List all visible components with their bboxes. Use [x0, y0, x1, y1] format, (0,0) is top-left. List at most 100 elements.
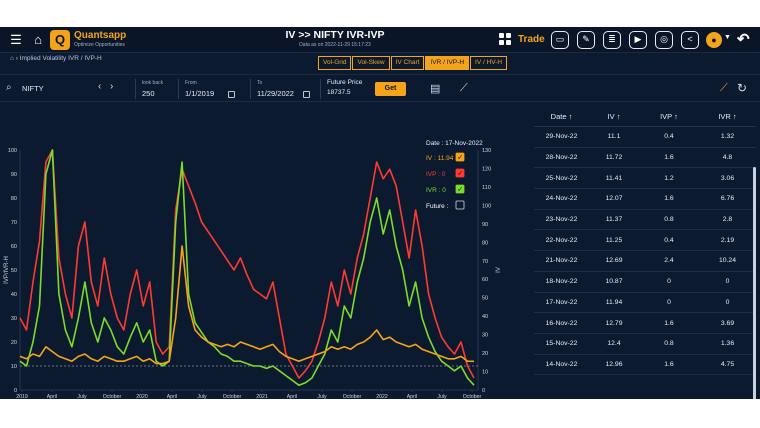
x-tick-label: July: [197, 394, 207, 399]
video-icon[interactable]: ▶: [629, 31, 647, 49]
legend-checkbox[interactable]: [455, 184, 465, 194]
table-cell: 11.1: [607, 133, 621, 141]
table-cell: 3.06: [720, 174, 735, 182]
y-left-tick-label: 100: [8, 148, 17, 154]
y-right-tick-label: 110: [482, 185, 491, 191]
chevron-right-icon[interactable]: ›: [110, 81, 114, 92]
user-avatar-icon[interactable]: ●: [706, 32, 722, 48]
tab-iv-chart[interactable]: IV Chart: [390, 56, 425, 70]
trade-grid-icon[interactable]: [499, 33, 512, 46]
table-row[interactable]: 24-Nov-22 12.07 1.6 6.76: [534, 189, 756, 210]
col-ivr-header[interactable]: IVR ↑: [718, 112, 737, 121]
calendar-icon[interactable]: [303, 91, 310, 98]
tab-vol-grid[interactable]: Vol-Grid: [318, 56, 352, 70]
scrollbar[interactable]: [753, 167, 756, 399]
table-cell: 0: [667, 298, 671, 306]
y-left-tick-label: 50: [11, 268, 17, 274]
table-row[interactable]: 17-Nov-22 11.94 0 0: [534, 293, 756, 314]
line-chart-icon[interactable]: ⟋: [460, 82, 468, 94]
table-row[interactable]: 28-Nov-22 11.72 1.6 4.8: [534, 148, 756, 169]
x-tick-label: April: [167, 394, 177, 399]
home-outline-icon[interactable]: ⌂: [10, 55, 16, 62]
back-arrow-icon[interactable]: ↶: [737, 31, 750, 48]
table-row[interactable]: 18-Nov-22 10.87 0 0: [534, 272, 756, 293]
table-row[interactable]: 25-Nov-22 11.41 1.2 3.06: [534, 168, 756, 190]
y-left-tick-label: 20: [11, 340, 17, 346]
legend-checkbox[interactable]: [455, 200, 465, 210]
tab-vol-skew[interactable]: Vol-Skew: [352, 56, 390, 70]
x-tick-label: April: [287, 394, 297, 399]
table-cell: 10.87: [605, 278, 623, 286]
bag-icon[interactable]: ◎: [655, 31, 673, 49]
divider: [178, 79, 179, 99]
table-row[interactable]: 29-Nov-22 11.1 0.4 1.32: [534, 127, 756, 148]
x-tick-label: April: [47, 394, 57, 399]
y-right-tick-label: 70: [482, 259, 488, 265]
refresh-icon[interactable]: ↻: [737, 81, 748, 95]
tab-bar: Vol-Grid Vol-Skew IV Chart IVR / IVP-H I…: [318, 56, 508, 70]
legend-label: IVP : 0: [426, 171, 446, 178]
table-cell: 14-Nov-22: [545, 360, 578, 368]
lookback-label: look back: [142, 80, 164, 86]
calendar-icon[interactable]: [228, 91, 235, 98]
table-cell: 0.4: [664, 133, 674, 141]
symbol-input[interactable]: NIFTY: [22, 84, 44, 93]
x-tick-label: October: [223, 394, 242, 399]
controls-bar: ⌕ NIFTY ‹ › look back 250 From 1/1/2019 …: [0, 74, 760, 102]
tab-iv-hv-h[interactable]: IV / HV-H: [470, 56, 508, 70]
table-cell: 24-Nov-22: [545, 195, 578, 203]
chart-toggle-icon[interactable]: ⟋: [720, 82, 728, 94]
table-cell: 17-Nov-22: [545, 298, 578, 306]
from-date-input[interactable]: 1/1/2019: [185, 89, 215, 98]
x-tick-label: 2020: [136, 394, 148, 399]
table-cell: 1.6: [664, 195, 674, 203]
divider: [320, 79, 321, 99]
table-chart-icon[interactable]: ▤: [430, 83, 441, 95]
to-date-input[interactable]: 11/29/2022: [257, 89, 294, 98]
chevron-left-icon[interactable]: ‹: [98, 81, 102, 92]
table-cell: 1.2: [664, 174, 674, 182]
table-cell: 1.6: [664, 319, 674, 327]
table-body: 29-Nov-22 11.1 0.4 1.32 28-Nov-22 11.72 1.6 4.8…: [534, 127, 756, 376]
share-icon[interactable]: <: [681, 31, 699, 49]
y-right-tick-label: 60: [482, 277, 488, 283]
y-right-tick-label: 30: [482, 333, 488, 339]
brand-logo: Q: [50, 30, 70, 50]
y-left-tick-label: 90: [11, 172, 17, 178]
table-cell: 11.25: [605, 236, 623, 244]
col-date-header[interactable]: Date ↑: [550, 112, 573, 121]
legend-checkbox[interactable]: [455, 168, 465, 178]
table-row[interactable]: 22-Nov-22 11.25 0.4 2.19: [534, 230, 756, 252]
table-row[interactable]: 15-Nov-22 12.4 0.8 1.36: [534, 334, 756, 355]
table-row[interactable]: 16-Nov-22 12.79 1.6 3.69: [534, 313, 756, 334]
hamburger-menu-icon[interactable]: ☰: [10, 32, 22, 47]
table-cell: 1.6: [664, 154, 674, 162]
trade-button[interactable]: Trade: [518, 34, 545, 45]
table-cell: 16-Nov-22: [545, 319, 578, 327]
lookback-input[interactable]: 250: [142, 89, 155, 98]
chevron-down-icon[interactable]: ▼: [724, 34, 731, 41]
divider: [250, 79, 251, 99]
table-row[interactable]: 23-Nov-22 11.37 0.8 2.8: [534, 210, 756, 231]
table-cell: 11.72: [605, 154, 623, 162]
home-icon[interactable]: ⌂: [34, 32, 42, 47]
breadcrumb-text[interactable]: › Implied Volatility IVR / IVP-H: [15, 55, 102, 62]
col-iv-header[interactable]: IV ↑: [607, 112, 621, 121]
get-button[interactable]: Get: [375, 82, 406, 96]
news-icon[interactable]: ≣: [603, 31, 621, 49]
table-cell: 2.19: [720, 236, 735, 244]
y-left-tick-label: 30: [11, 316, 17, 322]
table-cell: 0.4: [664, 236, 674, 244]
window-icon[interactable]: ▭: [551, 31, 569, 49]
x-tick-label: July: [77, 394, 87, 399]
table-row[interactable]: 21-Nov-22 12.69 2.4 10.24: [534, 251, 756, 272]
legend-checkbox[interactable]: [455, 152, 465, 162]
edit-icon[interactable]: ✎: [577, 31, 595, 49]
table-row[interactable]: 14-Nov-22 12.96 1.6 4.75: [534, 355, 756, 376]
col-ivp-header[interactable]: IVP ↑: [660, 112, 678, 121]
breadcrumb: ⌂ › Implied Volatility IVR / IVP-H: [10, 55, 102, 62]
table-cell: 4.8: [722, 154, 733, 162]
tab-ivr-ivp-h[interactable]: IVR / IVP-H: [425, 56, 470, 70]
x-tick-label: October: [343, 394, 362, 399]
check-icon: ✓: [457, 186, 463, 194]
